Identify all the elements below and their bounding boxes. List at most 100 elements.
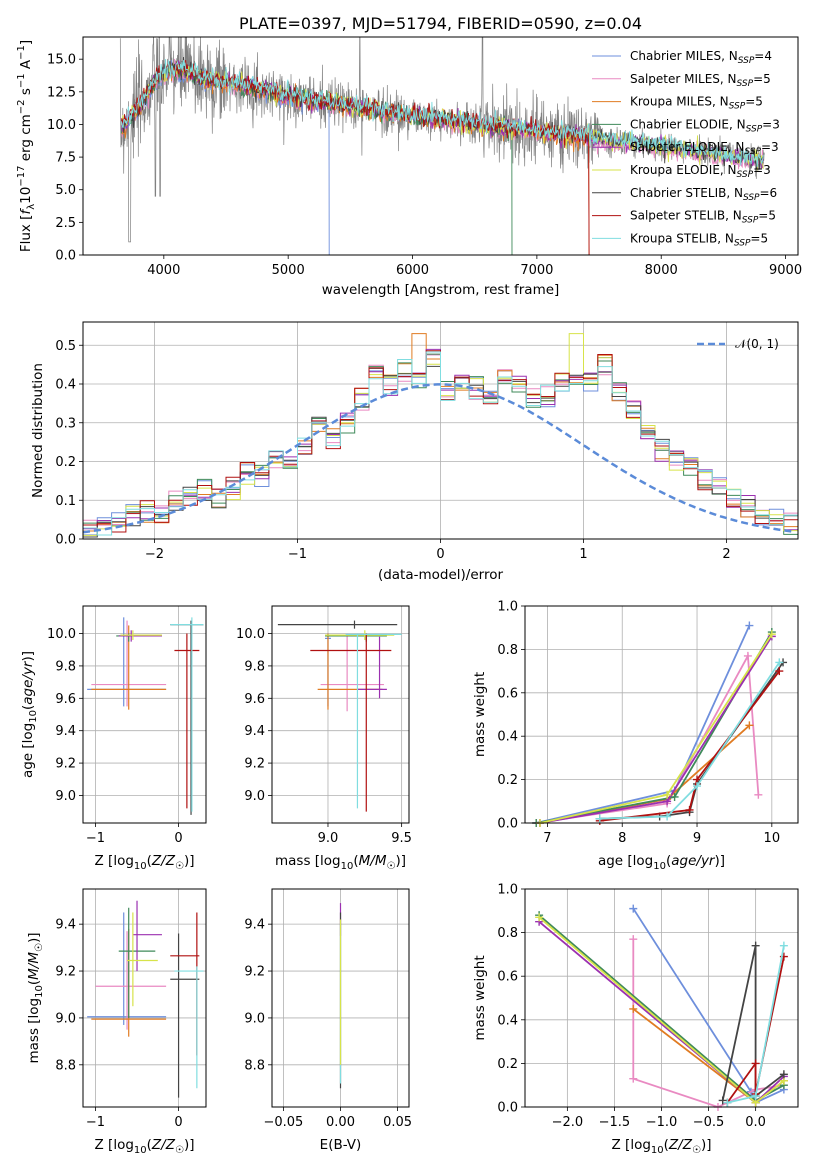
y-tick-label: 12.5 — [47, 85, 76, 100]
y-axis-label: Flux [fλ10−17 erg cm−2 s−1 A−1] — [16, 40, 37, 252]
x-axis-label: mass [log10(M/M☉)] — [275, 853, 406, 872]
y-tick-label: 0.4 — [55, 378, 76, 393]
legend-label-7: Salpeter STELIB, NSSP=5 — [630, 209, 776, 226]
axes-frame — [524, 605, 799, 824]
axes-frame — [271, 888, 410, 1108]
axes-frame — [82, 888, 207, 1108]
y-tick-label: 0.5 — [55, 339, 76, 354]
y-tick-label: 9.2 — [55, 965, 76, 980]
weight-line-6 — [721, 945, 785, 1101]
x-tick-label: 9000 — [769, 263, 802, 278]
x-axis-label: (data-model)/error — [378, 567, 504, 583]
x-tick-label: 7 — [543, 831, 551, 846]
x-tick-label: 10 — [764, 831, 781, 846]
y-tick-label: 9.4 — [55, 724, 76, 739]
x-tick-label: 9.5 — [391, 831, 412, 846]
x-tick-label: −2.0 — [552, 1115, 584, 1130]
legend-label-6: Chabrier STELIB, NSSP=6 — [630, 186, 777, 203]
weight-marker — [745, 721, 754, 730]
y-tick-label: 7.5 — [55, 151, 76, 166]
x-tick-label: 0.05 — [383, 1115, 412, 1130]
weight-line-2 — [539, 724, 751, 823]
legend-label-8: Kroupa STELIB, NSSP=5 — [630, 231, 768, 248]
y-tick-label: 1.0 — [497, 600, 518, 615]
y-tick-label: 10.0 — [47, 118, 76, 133]
model-line-8 — [121, 58, 764, 167]
x-tick-label: 1 — [579, 547, 587, 562]
x-tick-label: 2 — [722, 547, 730, 562]
y-tick-label: 10.0 — [236, 627, 265, 642]
y-tick-label: 0.8 — [497, 643, 518, 658]
x-tick-label: −1.5 — [599, 1115, 631, 1130]
x-tick-label: −1 — [86, 1115, 105, 1130]
y-tick-label: 9.2 — [244, 965, 265, 980]
weight-marker — [670, 792, 679, 801]
axes-frame — [82, 321, 799, 540]
y-tick-label: 0.0 — [497, 1101, 518, 1116]
weight-marker — [629, 1074, 638, 1083]
weight-marker — [629, 935, 638, 944]
y-tick-label: 9.2 — [55, 757, 76, 772]
y-axis-label: age [log10(age/yr)] — [20, 651, 39, 778]
x-tick-label: −0.05 — [263, 1115, 303, 1130]
weight-marker — [745, 621, 754, 630]
y-tick-label: 0.1 — [55, 494, 76, 509]
axes-frame — [271, 605, 410, 824]
axes-frame — [524, 888, 799, 1108]
x-tick-label: 9.0 — [318, 831, 339, 846]
weight-marker — [775, 667, 784, 676]
x-tick-label: 0.00 — [326, 1115, 355, 1130]
x-tick-label: −1 — [86, 831, 105, 846]
weight-marker — [751, 941, 760, 950]
weight-marker — [751, 1092, 760, 1101]
x-tick-label: 9 — [693, 831, 701, 846]
x-axis-label: Z [log10(Z/Z☉)] — [612, 1137, 712, 1156]
legend-label-3: Chabrier ELODIE, NSSP=3 — [630, 117, 780, 134]
axes-frame — [82, 605, 207, 824]
chart-title: PLATE=0397, MJD=51794, FIBERID=0590, z=0… — [239, 14, 642, 33]
y-tick-label: 0.0 — [55, 249, 76, 264]
x-tick-label: 8 — [618, 831, 626, 846]
y-tick-label: 2.5 — [55, 216, 76, 231]
x-tick-label: −0.5 — [693, 1115, 725, 1130]
y-tick-label: 9.0 — [55, 789, 76, 804]
x-tick-label: 0.0 — [745, 1115, 766, 1130]
y-tick-label: 0.4 — [497, 1013, 518, 1028]
x-tick-label: −2 — [145, 547, 164, 562]
y-tick-label: 8.8 — [244, 1058, 265, 1073]
normal-curve — [82, 383, 796, 534]
y-tick-label: 8.8 — [55, 1058, 76, 1073]
y-axis-label: mass [log10(M/M☉)] — [26, 932, 45, 1063]
x-tick-label: 0 — [436, 547, 444, 562]
legend-label-1: Salpeter MILES, NSSP=5 — [630, 72, 771, 89]
y-tick-label: 0.2 — [497, 773, 518, 788]
weight-marker — [629, 1004, 638, 1013]
y-tick-label: 15.0 — [47, 53, 76, 68]
x-tick-label: 7000 — [520, 263, 553, 278]
y-tick-label: 1.0 — [497, 883, 518, 898]
weight-marker — [751, 1059, 760, 1068]
y-tick-label: 0.6 — [497, 970, 518, 985]
y-axis-label: Normed distribution — [30, 363, 46, 498]
weight-marker — [693, 782, 702, 791]
y-tick-label: 0.0 — [497, 817, 518, 832]
y-axis-label: mass weight — [472, 955, 488, 1040]
weight-marker — [743, 651, 752, 660]
legend-label-5: Kroupa ELODIE, NSSP=3 — [630, 163, 771, 180]
weight-marker — [779, 1070, 788, 1079]
x-tick-label: 0 — [174, 1115, 182, 1130]
axes-frame — [82, 36, 799, 256]
x-axis-label: wavelength [Angstrom, rest frame] — [322, 282, 560, 298]
y-axis-label: mass weight — [472, 672, 488, 757]
y-tick-label: 10.0 — [47, 627, 76, 642]
weight-marker — [754, 790, 763, 799]
y-tick-label: 5.0 — [55, 183, 76, 198]
y-tick-label: 9.6 — [244, 692, 265, 707]
y-tick-label: 0.3 — [55, 416, 76, 431]
y-tick-label: 0.8 — [497, 926, 518, 941]
y-tick-label: 0.2 — [55, 455, 76, 470]
weight-marker — [663, 790, 672, 799]
y-tick-label: 9.0 — [55, 1011, 76, 1026]
weight-marker — [775, 658, 784, 667]
y-tick-label: 9.8 — [55, 659, 76, 674]
